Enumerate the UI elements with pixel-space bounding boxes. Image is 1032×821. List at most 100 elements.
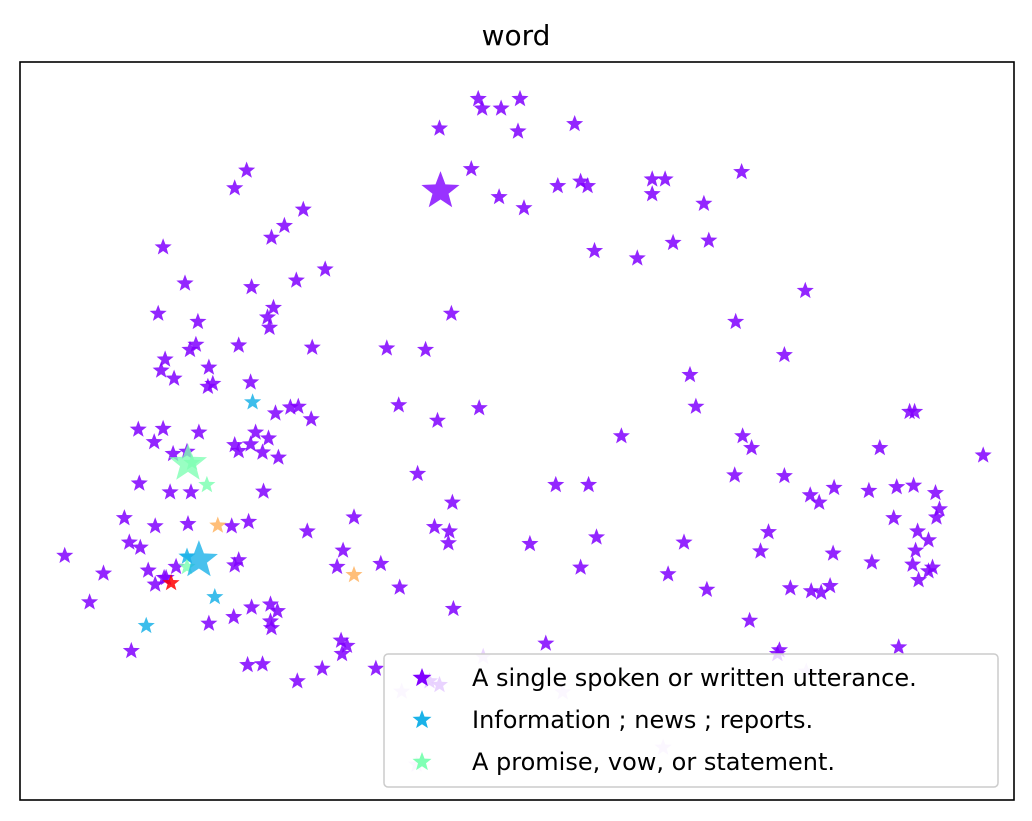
data-point-s0-165 <box>254 655 272 672</box>
data-point-s0-120 <box>334 541 352 558</box>
data-point-s0-5 <box>430 119 448 136</box>
data-point-s0-43 <box>303 338 321 355</box>
legend-marker-1 <box>412 710 432 729</box>
data-point-s0-143 <box>391 578 409 595</box>
highlighted-point-0 <box>421 171 460 208</box>
data-point-s0-109 <box>298 522 316 539</box>
data-point-s0-133 <box>659 565 677 582</box>
data-point-s0-118 <box>439 534 457 551</box>
data-point-s0-128 <box>328 557 346 575</box>
data-point-s0-106 <box>146 517 164 534</box>
data-point-s0-60 <box>266 404 284 421</box>
data-point-s0-70 <box>242 435 260 452</box>
data-point-s0-52 <box>199 377 217 394</box>
data-point-s0-49 <box>152 361 170 378</box>
data-point-s0-147 <box>812 583 830 600</box>
data-point-s0-159 <box>122 641 140 659</box>
data-point-s0-8 <box>733 163 751 180</box>
data-point-s0-54 <box>681 365 699 383</box>
data-point-s0-74 <box>734 427 752 444</box>
data-point-s0-135 <box>139 561 157 578</box>
data-point-s0-47 <box>775 346 793 363</box>
data-point-s0-100 <box>115 509 133 526</box>
data-point-s0-9 <box>462 160 480 177</box>
data-point-s0-76 <box>164 444 182 462</box>
data-point-s0-111 <box>440 522 458 539</box>
data-point-s0-86 <box>547 475 565 493</box>
data-point-s0-125 <box>572 558 590 575</box>
data-point-s0-87 <box>580 475 598 493</box>
data-point-s0-99 <box>926 484 944 501</box>
data-point-s0-102 <box>885 509 903 526</box>
data-point-s0-63 <box>129 420 147 437</box>
data-point-s0-12 <box>572 172 590 189</box>
data-point-s0-33 <box>264 298 282 315</box>
data-point-s0-98 <box>905 476 923 493</box>
data-point-s0-124 <box>920 531 938 548</box>
data-point-s0-82 <box>974 446 992 463</box>
data-point-s0-34 <box>258 308 277 325</box>
data-point-s0-119 <box>675 533 693 550</box>
data-point-s0-2 <box>492 99 510 116</box>
data-point-s0-130 <box>226 556 244 573</box>
data-point-s0-46 <box>156 350 174 367</box>
data-point-s0-142 <box>910 571 928 588</box>
data-point-s0-80 <box>269 448 287 465</box>
data-point-s0-26 <box>586 241 604 259</box>
data-point-s0-113 <box>759 523 777 540</box>
data-point-s0-31 <box>243 278 261 295</box>
data-point-s0-66 <box>145 433 163 450</box>
highlighted-point-2 <box>169 443 207 480</box>
data-point-s0-114 <box>588 528 606 545</box>
data-point-s0-10 <box>643 170 661 187</box>
data-point-s0-158 <box>261 612 279 629</box>
data-point-s0-157 <box>262 619 280 636</box>
data-point-s0-84 <box>726 466 744 483</box>
data-point-s0-126 <box>230 551 248 568</box>
data-point-s0-123 <box>824 544 842 561</box>
data-point-s0-149 <box>81 593 99 610</box>
data-point-s0-112 <box>909 522 927 539</box>
data-point-s0-17 <box>643 185 661 202</box>
data-point-s0-73 <box>906 402 924 420</box>
data-point-s0-75 <box>743 439 761 456</box>
highlighted-point-1 <box>179 540 218 577</box>
data-point-s0-24 <box>664 233 682 251</box>
chart-title: word <box>482 19 551 52</box>
data-point-s0-89 <box>161 483 179 500</box>
data-point-s0-108 <box>240 512 258 530</box>
data-point-s0-16 <box>490 188 508 205</box>
data-point-s0-153 <box>444 599 462 617</box>
data-point-s0-30 <box>176 274 194 291</box>
data-point-s2-2 <box>178 557 196 575</box>
legend-label-0: A single spoken or written utterance. <box>472 664 917 692</box>
data-point-s0-11 <box>656 170 674 187</box>
data-point-s0-20 <box>294 200 312 217</box>
data-point-s0-0 <box>469 89 487 107</box>
data-point-s0-32 <box>796 281 814 299</box>
data-point-s3-0 <box>209 516 227 533</box>
data-point-s1-2 <box>206 588 224 605</box>
data-point-s0-58 <box>289 397 307 414</box>
data-point-s0-71 <box>612 427 630 444</box>
data-point-s0-101 <box>345 508 363 525</box>
data-point-s0-96 <box>860 481 878 499</box>
data-point-s0-83 <box>409 464 427 482</box>
data-point-s0-81 <box>871 439 889 456</box>
data-point-s0-25 <box>154 238 172 255</box>
data-point-s0-167 <box>367 659 385 676</box>
data-point-s0-39 <box>727 312 745 330</box>
data-point-s0-166 <box>313 659 331 676</box>
data-point-s0-145 <box>781 579 799 596</box>
data-point-s0-110 <box>425 517 444 535</box>
data-point-s0-144 <box>698 580 716 597</box>
data-point-s4-0 <box>162 574 180 591</box>
data-point-s0-146 <box>802 582 820 599</box>
data-point-s0-21 <box>275 216 293 234</box>
data-point-s0-127 <box>167 557 185 575</box>
data-point-s0-22 <box>262 228 280 245</box>
data-point-s0-56 <box>470 399 488 416</box>
legend-box <box>383 653 999 788</box>
data-point-s0-122 <box>907 541 925 558</box>
data-point-s0-37 <box>442 304 460 321</box>
